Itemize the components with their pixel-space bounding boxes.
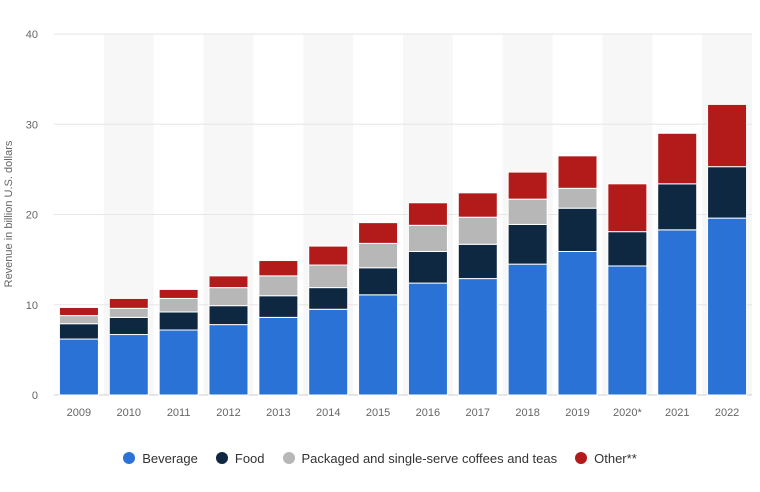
legend-item-packaged-coffees[interactable]: Packaged and single-serve coffees and te… <box>282 450 558 466</box>
legend-label: Beverage <box>142 450 198 466</box>
bar-segment[interactable] <box>607 183 648 233</box>
y-tick-label: 0 <box>32 390 38 402</box>
bar-segment[interactable] <box>457 278 498 396</box>
bar-segment[interactable] <box>457 192 498 218</box>
bar-segment[interactable] <box>158 311 199 331</box>
bar-segment[interactable] <box>108 307 149 318</box>
bar-segment[interactable] <box>407 202 448 226</box>
bar-segment[interactable] <box>557 251 598 396</box>
x-axis-ticks: 2009 2010 2011 2012 2013 2014 2015 2016 2017 2018… <box>67 407 740 419</box>
bar-segment[interactable] <box>358 242 399 269</box>
bar-segment[interactable] <box>607 231 648 267</box>
bars <box>58 103 748 396</box>
legend-item-beverage[interactable]: Beverage <box>123 451 198 466</box>
x-tick-label: 2017 <box>466 407 490 419</box>
bar-segment[interactable] <box>58 306 99 317</box>
bar-segment[interactable] <box>308 245 349 266</box>
bar-segment[interactable] <box>557 155 598 189</box>
bar-segment[interactable] <box>308 308 349 396</box>
bar-segment[interactable] <box>657 183 698 231</box>
legend-label: Other** <box>594 450 637 466</box>
x-tick-label: 2016 <box>416 407 440 419</box>
x-tick-label: 2022 <box>715 407 739 419</box>
legend-label: Packaged and single-serve coffees and te… <box>301 450 558 466</box>
legend-marker-icon <box>575 452 588 464</box>
bar-segment[interactable] <box>358 222 399 244</box>
bar-segment[interactable] <box>108 316 149 336</box>
x-tick-label: 2013 <box>266 407 290 419</box>
bar-segment[interactable] <box>607 265 648 396</box>
bar-segment[interactable] <box>158 297 199 313</box>
bar-segment[interactable] <box>158 288 199 299</box>
bar-segment[interactable] <box>707 166 748 219</box>
bar-segment[interactable] <box>258 316 299 396</box>
bar-segment[interactable] <box>158 329 199 396</box>
legend-item-other[interactable]: Other** <box>575 451 637 466</box>
x-tick-label: 2012 <box>216 407 240 419</box>
bar-segment[interactable] <box>208 305 249 326</box>
bar-segment[interactable] <box>208 287 249 307</box>
bar-segment[interactable] <box>208 324 249 396</box>
x-tick-label: 2020* <box>613 407 642 419</box>
x-tick-label: 2021 <box>665 407 689 419</box>
bar-segment[interactable] <box>208 275 249 289</box>
bar-segment[interactable] <box>308 264 349 289</box>
bar-segment[interactable] <box>707 103 748 168</box>
bar-segment[interactable] <box>507 198 548 225</box>
bar-segment[interactable] <box>58 323 99 340</box>
bar-segment[interactable] <box>707 217 748 396</box>
bar-segment[interactable] <box>258 275 299 297</box>
bar-segment[interactable] <box>407 282 448 396</box>
legend: Beverage Food Packaged and single-serve … <box>0 446 760 470</box>
bar-segment[interactable] <box>507 263 548 396</box>
bar-segment[interactable] <box>407 251 448 284</box>
bar-segment[interactable] <box>358 267 399 296</box>
bar-segment[interactable] <box>258 295 299 318</box>
legend-marker-icon <box>215 452 228 464</box>
bar-segment[interactable] <box>108 334 149 396</box>
y-tick-label: 30 <box>26 119 38 131</box>
x-tick-label: 2010 <box>117 407 141 419</box>
bar-segment[interactable] <box>58 315 99 325</box>
legend-label: Food <box>234 450 265 466</box>
bar-segment[interactable] <box>457 216 498 245</box>
bar-segment[interactable] <box>457 243 498 280</box>
y-axis-ticks: 0 10 20 30 40 <box>26 29 38 402</box>
legend-marker-icon <box>123 452 136 464</box>
legend-marker-icon <box>282 452 295 464</box>
bar-segment[interactable] <box>657 132 698 185</box>
x-tick-label: 2019 <box>565 407 589 419</box>
y-tick-label: 40 <box>26 29 38 41</box>
x-tick-label: 2011 <box>167 407 191 419</box>
x-tick-label: 2015 <box>366 407 390 419</box>
bar-segment[interactable] <box>308 287 349 310</box>
bar-segment[interactable] <box>108 297 149 309</box>
bar-segment[interactable] <box>358 294 399 396</box>
y-tick-label: 20 <box>26 210 38 222</box>
y-axis-label: Revenue in billion U.S. dollars <box>3 140 15 287</box>
bar-segment[interactable] <box>657 229 698 396</box>
x-tick-label: 2018 <box>515 407 539 419</box>
bar-segment[interactable] <box>258 260 299 277</box>
x-tick-label: 2014 <box>316 407 340 419</box>
bar-segment[interactable] <box>557 207 598 253</box>
x-tick-label: 2009 <box>67 407 91 419</box>
bar-segment[interactable] <box>507 171 548 200</box>
bar-segment[interactable] <box>58 338 99 396</box>
y-tick-label: 10 <box>26 300 38 312</box>
legend-item-food[interactable]: Food <box>215 450 265 466</box>
bar-segment[interactable] <box>507 223 548 265</box>
bar-segment[interactable] <box>557 187 598 209</box>
bar-segment[interactable] <box>407 224 448 253</box>
